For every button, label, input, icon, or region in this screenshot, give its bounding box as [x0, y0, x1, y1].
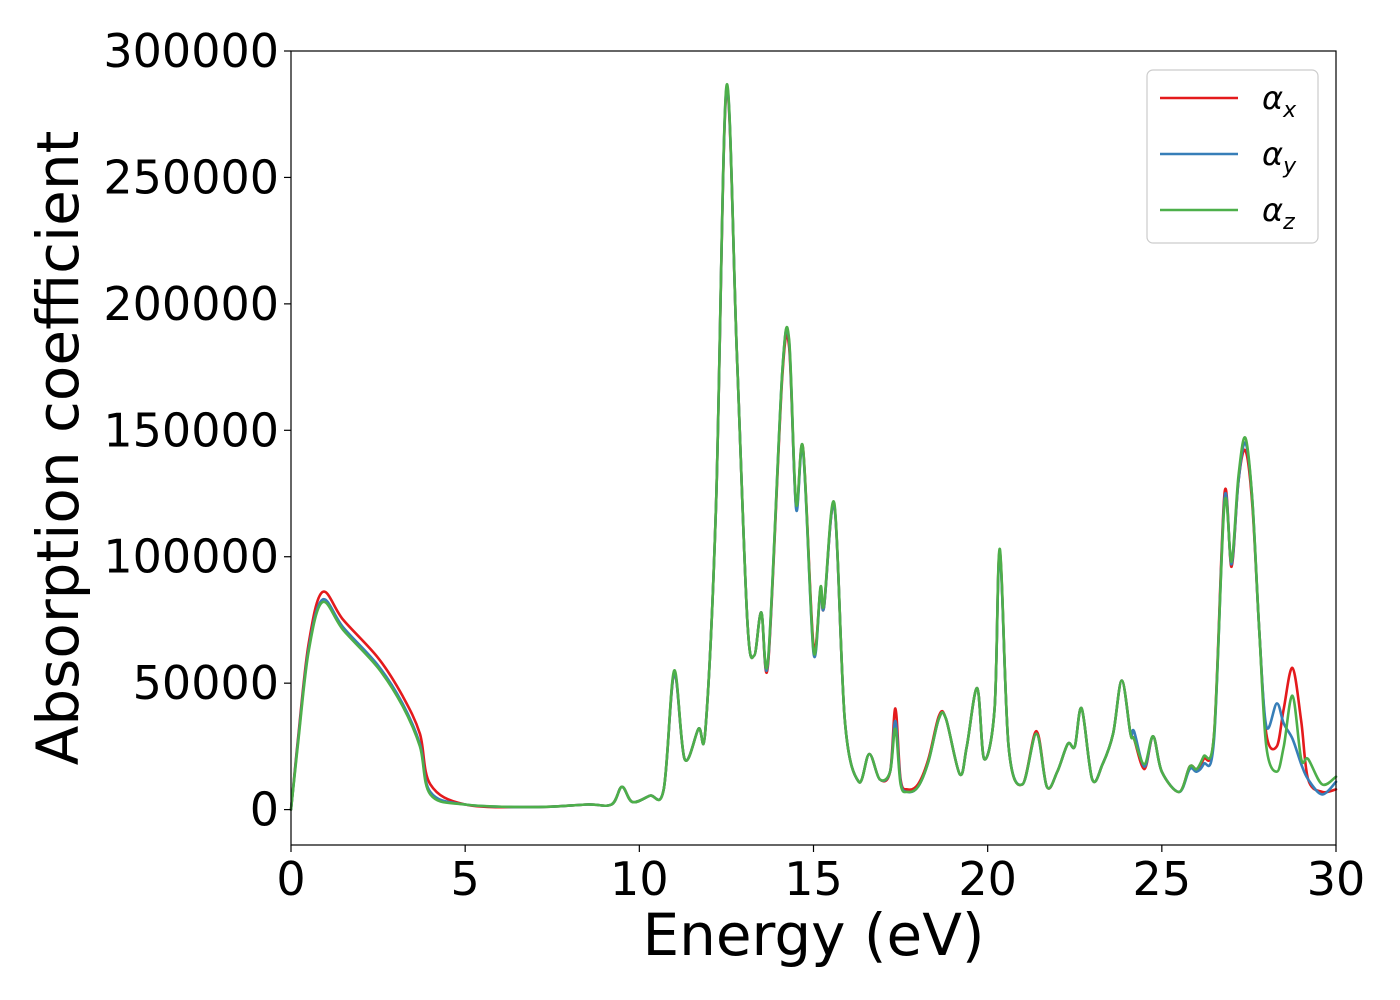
x-axis: 0 5 10 15 20 25 30 — [276, 845, 1365, 906]
legend-box — [1146, 69, 1319, 244]
y-tick-label: 100000 — [103, 530, 279, 584]
series-line-alpha-z — [289, 82, 1338, 811]
y-tick-label: 300000 — [103, 24, 279, 78]
x-tick-label: 15 — [784, 852, 843, 906]
y-axis-title: Absorption coefficient — [24, 131, 92, 766]
x-tick-label: 0 — [276, 852, 305, 906]
y-tick-label: 250000 — [103, 150, 279, 204]
y-tick-label: 0 — [250, 783, 279, 837]
x-tick-label: 10 — [610, 852, 669, 906]
x-tick-label: 20 — [958, 852, 1017, 906]
x-tick-label: 30 — [1307, 852, 1366, 906]
series-layer — [289, 82, 1338, 811]
x-tick-label: 25 — [1133, 852, 1192, 906]
y-axis: 0 50000 100000 150000 200000 250000 300000 — [103, 24, 291, 837]
x-tick-label: 5 — [451, 852, 480, 906]
y-tick-label: 200000 — [103, 277, 279, 331]
y-tick-label: 150000 — [103, 403, 279, 457]
y-tick-label: 50000 — [133, 656, 279, 710]
x-axis-title: Energy (eV) — [642, 901, 984, 969]
